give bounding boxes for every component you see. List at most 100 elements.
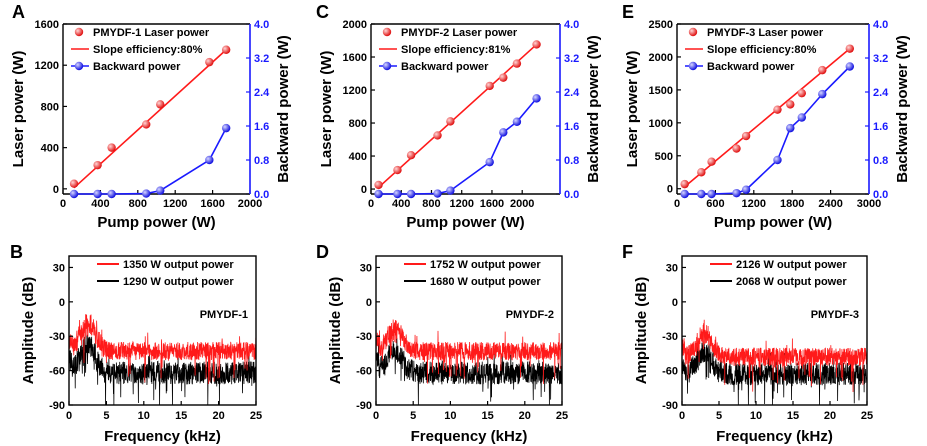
spectrum-chart-f: F 0 5 10 15 20 25 -90 -60 -30 0 30 Frequency (kHz) Am… — [622, 242, 873, 445]
y2-tick-label: 3.2 — [873, 53, 888, 65]
legend-red-label: 1350 W output power — [123, 259, 234, 271]
backward-power-point — [741, 185, 751, 194]
y-tick-label: -30 — [49, 331, 65, 343]
laser-power-point — [142, 120, 151, 129]
x-tick-label: 15 — [787, 410, 799, 422]
backward-power-point — [485, 157, 494, 167]
x-axis-label: Pump power (W) — [406, 214, 524, 231]
y-tick-label: 400 — [41, 143, 59, 155]
x-tick-label: 20 — [212, 410, 224, 422]
x-tick-label: 25 — [250, 410, 262, 422]
power-chart-a: A 0 400 800 1200 1600 2000 0 400 800 1200 1600 0.0 0.… — [10, 2, 292, 231]
y-tick-label: -90 — [662, 400, 678, 412]
spectrum-trace-red — [375, 319, 563, 385]
y-tick-label: 400 — [349, 151, 367, 163]
panel-letter: D — [316, 242, 329, 262]
sample-label: PMYDF-1 — [200, 309, 248, 321]
backward-power-point — [433, 189, 442, 198]
laser-power-point — [221, 45, 231, 54]
x-tick-label: 5 — [716, 410, 722, 422]
x-tick-label: 0 — [66, 410, 72, 422]
laser-power-point — [433, 131, 442, 140]
y2-tick-label: 2.4 — [564, 87, 580, 99]
y-tick-label: 1500 — [649, 85, 673, 97]
x-axis-label: Frequency (kHz) — [716, 428, 833, 445]
y2-tick-label: 1.6 — [873, 121, 888, 133]
y-tick-label: 0 — [361, 184, 367, 196]
backward-power-point — [707, 189, 716, 199]
legend-red-label: 2126 W output power — [736, 259, 847, 271]
laser-power-point — [393, 165, 402, 175]
x-tick-label: 1600 — [200, 198, 224, 210]
x-tick-label: 10 — [750, 410, 762, 422]
backward-power-point — [786, 123, 795, 133]
laser-power-point — [707, 157, 716, 166]
sample-label: PMYDF-3 — [811, 309, 859, 321]
y2-tick-label: 2.4 — [254, 87, 270, 99]
y-tick-label: 30 — [666, 262, 678, 274]
y2-tick-label: 3.2 — [564, 53, 579, 65]
legend-backward-marker — [382, 61, 392, 71]
panel-letter: F — [622, 242, 633, 262]
laser-power-point — [697, 168, 706, 177]
x-tick-label: 10 — [138, 410, 150, 422]
backward-power-point — [69, 189, 79, 199]
legend-slope-label: Slope efficiency:80% — [93, 44, 203, 56]
backward-power-point — [393, 189, 402, 199]
panel-letter: B — [10, 242, 23, 262]
backward-power-point — [205, 155, 214, 165]
x-tick-label: 0 — [674, 198, 680, 210]
y-tick-label: -90 — [49, 400, 65, 412]
y-axis-label: Laser power (W) — [318, 51, 335, 168]
y-tick-label: 1200 — [35, 60, 59, 72]
laser-power-point — [786, 100, 795, 109]
laser-power-point — [818, 65, 827, 75]
x-axis-label: Frequency (kHz) — [104, 428, 221, 445]
backward-power-point — [93, 189, 102, 199]
y-tick-label: 1600 — [343, 52, 367, 64]
y-tick-label: -30 — [356, 331, 372, 343]
backward-power-point — [142, 189, 151, 198]
y-tick-label: 0 — [53, 184, 59, 196]
x-tick-label: 1200 — [449, 198, 473, 210]
y-tick-label: 800 — [41, 101, 59, 113]
x-axis-label: Frequency (kHz) — [411, 428, 528, 445]
slope-fit-line — [378, 43, 538, 188]
y-tick-label: 30 — [360, 262, 372, 274]
y-tick-label: 0 — [672, 297, 678, 309]
legend-slope-label: Slope efficiency:81% — [401, 44, 511, 56]
backward-power-point — [818, 89, 827, 99]
y-tick-label: 2000 — [343, 19, 367, 31]
laser-power-point — [205, 57, 214, 67]
x-axis-label: Pump power (W) — [97, 214, 215, 231]
x-tick-label: 1600 — [480, 198, 504, 210]
y2-axis-label: Backward power (W) — [894, 35, 911, 183]
laser-power-point — [512, 59, 522, 68]
legend-black-label: 1290 W output power — [123, 276, 234, 288]
y-axis-label: Laser power (W) — [10, 51, 27, 168]
laser-power-point — [680, 179, 689, 189]
legend-backward-label: Backward power — [93, 61, 181, 73]
legend-backward-marker — [74, 61, 84, 71]
laser-power-point — [797, 88, 806, 98]
backward-power-point — [446, 186, 455, 195]
legend-red-label: 1752 W output power — [430, 259, 541, 271]
panel-letter: C — [316, 2, 329, 22]
backward-power-point — [773, 155, 782, 165]
legend-black-label: 1680 W output power — [430, 276, 541, 288]
x-tick-label: 2000 — [238, 198, 262, 210]
y-axis-label: Amplitude (dB) — [20, 277, 37, 384]
legend-laser-label: PMYDF-3 Laser power — [707, 27, 824, 39]
y-axis-label: Laser power (W) — [624, 51, 641, 168]
legend-backward-marker — [688, 61, 698, 71]
y2-tick-label: 1.6 — [564, 121, 579, 133]
x-tick-label: 10 — [444, 410, 456, 422]
y-tick-label: 1200 — [343, 85, 367, 97]
x-tick-label: 3000 — [857, 198, 881, 210]
y-tick-label: 800 — [349, 118, 367, 130]
y-tick-label: 0 — [59, 297, 65, 309]
laser-power-point — [374, 180, 383, 190]
y2-tick-label: 4.0 — [564, 19, 579, 31]
y-tick-label: -90 — [356, 400, 372, 412]
